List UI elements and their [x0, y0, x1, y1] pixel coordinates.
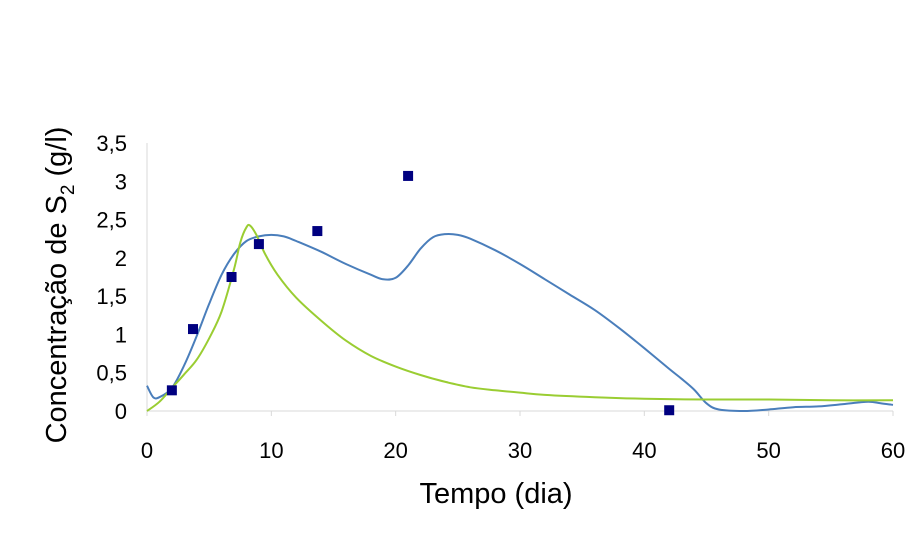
- x-tick-label: 0: [141, 438, 153, 463]
- y-tick-label: 2,5: [96, 208, 127, 233]
- series-line-1: [146, 232, 894, 412]
- series-line-2: [146, 223, 894, 412]
- y-axis-title-suffix: (g/l): [41, 127, 73, 185]
- x-tick-label: 10: [259, 438, 283, 463]
- y-tick-label: 3,5: [96, 131, 127, 156]
- y-tick-label: 2: [115, 246, 127, 271]
- data-point: [403, 170, 414, 181]
- data-point: [664, 405, 675, 416]
- x-axis-title: Tempo (dia): [419, 478, 572, 510]
- y-axis-title-subscript: 2: [58, 185, 79, 196]
- tick-labels: 0 10 20 30 40 50 60 0 0,5 1 1,5 2 2,5 3 3,5: [96, 131, 905, 463]
- series-markers: [166, 170, 675, 416]
- x-tick-label: 40: [632, 438, 656, 463]
- y-axis-title-main: Concentração de S: [41, 195, 73, 443]
- y-tick-label: 0,5: [96, 361, 127, 386]
- data-point: [312, 226, 323, 237]
- axes: [146, 143, 894, 416]
- data-point: [253, 239, 264, 250]
- x-tick-label: 50: [756, 438, 780, 463]
- x-tick-label: 20: [383, 438, 407, 463]
- y-axis-title: Concentração de S2 (g/l): [41, 127, 79, 444]
- x-tick-label: 30: [508, 438, 532, 463]
- data-point: [166, 385, 177, 396]
- data-point: [226, 272, 237, 282]
- data-point: [188, 324, 199, 335]
- y-tick-label: 1,5: [96, 284, 127, 309]
- y-tick-label: 3: [115, 169, 127, 194]
- series-lines: [146, 223, 894, 412]
- y-tick-label: 0: [115, 399, 127, 424]
- x-tick-label: 60: [881, 438, 905, 463]
- y-tick-label: 1: [115, 322, 127, 347]
